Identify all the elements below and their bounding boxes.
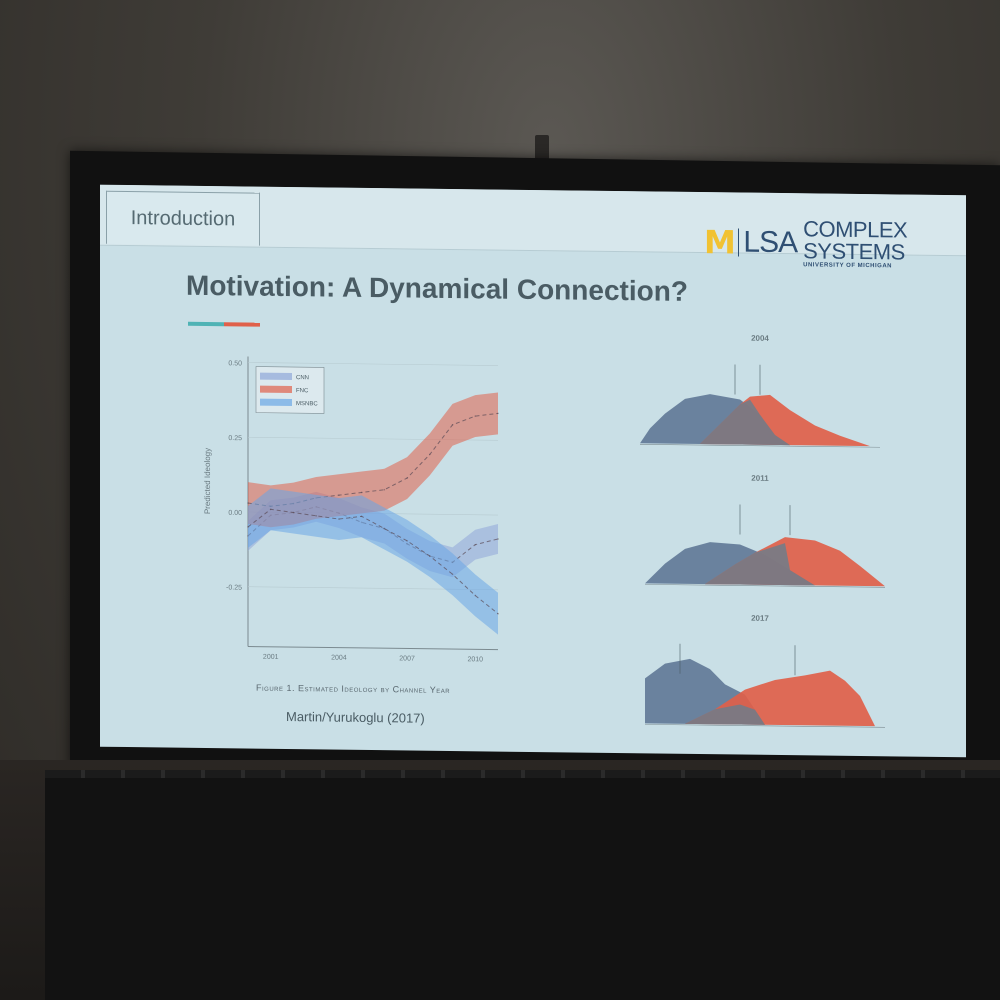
- point-msnbc: [292, 511, 295, 514]
- lsa-complex-systems-logo: M LSA COMPLEX SYSTEMS UNIVERSITY OF MICH…: [704, 216, 966, 269]
- distribution-panel-2017: [645, 643, 885, 728]
- projector-mount: [535, 135, 549, 161]
- distribution-baseline: [645, 724, 885, 728]
- point-cnn: [497, 538, 499, 540]
- point-fnc: [338, 494, 340, 496]
- x-tick-label: 2007: [399, 655, 415, 662]
- distribution-baseline: [645, 584, 885, 588]
- distribution-year-label: 2011: [751, 474, 769, 483]
- title-underline: [188, 321, 260, 327]
- chart-plot: 0.50 0.25 0.00 -0.25 2001 2004 2007 2010 Predict…: [203, 356, 499, 663]
- distribution-year-label: 2004: [751, 334, 769, 343]
- legend-swatch-cnn: [260, 372, 292, 381]
- distribution-baseline: [640, 444, 880, 448]
- gridline: [248, 362, 498, 366]
- point-msnbc: [247, 526, 249, 528]
- point-msnbc: [451, 573, 454, 576]
- section-tab: Introduction: [106, 190, 260, 246]
- figure-caption: Figure 1. Estimated Ideology by Channel …: [256, 682, 451, 695]
- ideology-chart: 0.50 0.25 0.00 -0.25 2001 2004 2007 2010 Predict…: [203, 356, 499, 663]
- logo-text: COMPLEX SYSTEMS UNIVERSITY OF MICHIGAN: [803, 216, 966, 270]
- underline-teal: [188, 321, 224, 327]
- point-fnc: [360, 491, 363, 494]
- distribution-panel-2004: [640, 364, 880, 448]
- point-cnn: [474, 543, 477, 546]
- x-tick-label: 2004: [331, 655, 347, 662]
- stage-skirt: [45, 770, 1000, 1000]
- citation: Martin/Yurukoglu (2017): [286, 708, 425, 726]
- ideology-distribution-panels: 2004 2011 2017: [640, 334, 885, 728]
- point-fnc: [406, 477, 408, 479]
- point-fnc: [474, 415, 477, 417]
- logo-university: UNIVERSITY OF MICHIGAN: [803, 262, 893, 270]
- y-tick-label: 0.50: [228, 360, 242, 367]
- y-axis-label: Predicted Ideology: [203, 448, 212, 514]
- point-msnbc: [269, 508, 272, 511]
- block-m-logo: M: [704, 223, 734, 262]
- point-msnbc: [406, 540, 408, 542]
- point-msnbc: [360, 515, 363, 518]
- band-msnbc: [248, 488, 498, 635]
- point-msnbc: [338, 518, 340, 520]
- series-line-msnbc: [247, 508, 499, 615]
- logo-complex-systems: COMPLEX SYSTEMS: [803, 216, 908, 265]
- logo-divider: [737, 228, 740, 257]
- x-tick-label: 2010: [467, 656, 483, 663]
- legend-label-msnbc: MSNBC: [296, 401, 318, 407]
- y-tick-label: 0.25: [228, 435, 242, 442]
- point-msnbc: [315, 515, 317, 517]
- band-fnc: [248, 392, 498, 528]
- legend-label-fnc: FNC: [296, 388, 309, 394]
- distribution-plots: 2004 2011 2017: [640, 334, 885, 728]
- overlap-distribution: [705, 543, 815, 586]
- presentation-slide: Introduction M LSA COMPLEX SYSTEMS UNIVE…: [100, 184, 966, 758]
- point-msnbc: [429, 555, 431, 557]
- point-msnbc: [383, 527, 386, 530]
- stage-edge: [45, 770, 1000, 778]
- x-axis: [248, 646, 498, 651]
- slide-title: Motivation: A Dynamical Connection?: [186, 269, 688, 307]
- point-fnc: [383, 488, 386, 491]
- point-fnc: [247, 502, 249, 504]
- legend-swatch-fnc: [260, 385, 292, 394]
- legend-label-cnn: CNN: [296, 375, 309, 381]
- point-fnc: [429, 453, 431, 456]
- distribution-panel-2011: [645, 504, 885, 588]
- y-tick-label: 0.00: [228, 510, 242, 517]
- point-msnbc: [474, 594, 477, 597]
- x-tick-label: 2001: [263, 654, 279, 661]
- overlap-distribution: [700, 399, 790, 446]
- legend-swatch-msnbc: [260, 398, 292, 407]
- underline-red: [224, 322, 260, 327]
- y-tick-label: -0.25: [226, 584, 242, 591]
- point-fnc: [497, 412, 499, 415]
- logo-lsa: LSA: [743, 225, 798, 260]
- distribution-year-label: 2017: [751, 614, 769, 623]
- overlap-distribution: [685, 704, 765, 725]
- point-fnc: [451, 423, 454, 426]
- point-msnbc: [497, 612, 499, 615]
